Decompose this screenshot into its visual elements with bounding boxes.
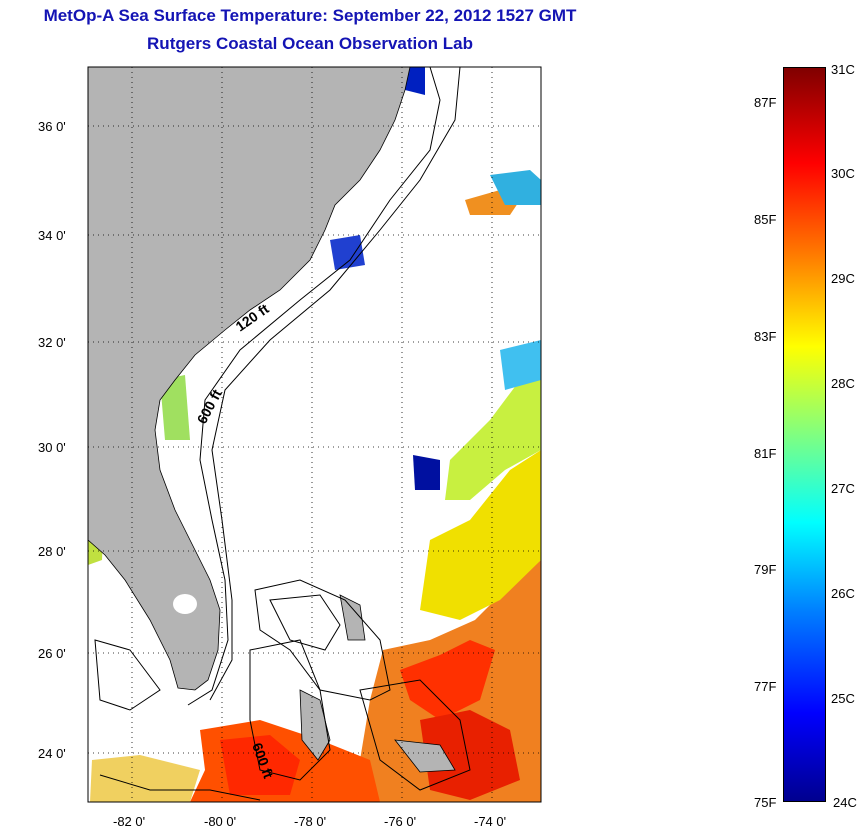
colorbar-fahrenheit-label: 87F (754, 95, 777, 110)
colorbar-celsius-label: 24C (833, 795, 857, 810)
latitude-axis: 36 0' 34 0' 32 0' 30 0' 28 0' 26 0' 24 0… (38, 119, 66, 761)
colorbar-celsius-label: 30C (831, 166, 855, 181)
lat-tick-label: 32 0' (38, 335, 66, 350)
lat-tick-label: 26 0' (38, 646, 66, 661)
sst-data-layer (88, 67, 541, 802)
colorbar-celsius-label: 29C (831, 271, 855, 286)
lat-tick-label: 24 0' (38, 746, 66, 761)
colorbar-fahrenheit-label: 81F (754, 446, 777, 461)
map-subtitle: Rutgers Coastal Ocean Observation Lab (147, 34, 473, 53)
colorbar-celsius-label: 31C (831, 62, 855, 77)
isobath-contours (94, 66, 471, 801)
colorbar-fahrenheit-label: 77F (754, 679, 777, 694)
lon-tick-label: -78 0' (294, 814, 326, 829)
colorbar-celsius-label: 25C (831, 691, 855, 706)
lat-tick-label: 36 0' (38, 119, 66, 134)
lon-tick-label: -76 0' (384, 814, 416, 829)
colorbar-fahrenheit-label: 79F (754, 562, 777, 577)
colorbar-celsius-label: 27C (831, 481, 855, 496)
lat-tick-label: 34 0' (38, 228, 66, 243)
plot-frame (87, 66, 542, 803)
lat-tick-label: 28 0' (38, 544, 66, 559)
lon-tick-label: -80 0' (204, 814, 236, 829)
lat-tick-label: 30 0' (38, 440, 66, 455)
colorbar-celsius-label: 26C (831, 586, 855, 601)
lon-tick-label: -82 0' (113, 814, 145, 829)
colorbar-celsius-label: 28C (831, 376, 855, 391)
colorbar-fahrenheit-label: 83F (754, 329, 777, 344)
graticule (88, 67, 541, 802)
lon-tick-label: -74 0' (474, 814, 506, 829)
temperature-colorbar (783, 67, 826, 802)
longitude-axis: -82 0' -80 0' -78 0' -76 0' -74 0' (113, 814, 506, 829)
colorbar-fahrenheit-label: 75F (754, 795, 777, 810)
map-title: MetOp-A Sea Surface Temperature: Septemb… (43, 6, 577, 25)
lake-okeechobee (173, 594, 197, 614)
colorbar-fahrenheit-label: 85F (754, 212, 777, 227)
land-layer (87, 66, 456, 773)
